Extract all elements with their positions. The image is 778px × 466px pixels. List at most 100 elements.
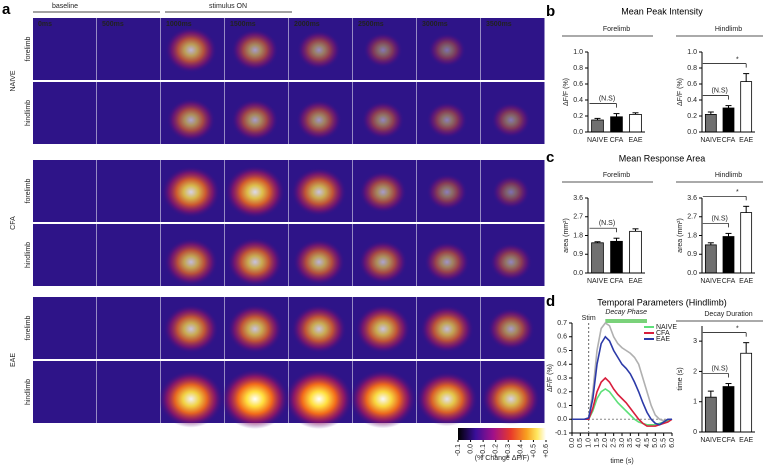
x-tick-label: CFA [610, 137, 624, 144]
series-line [572, 335, 672, 426]
y-tick-label: 0.2 [573, 113, 583, 120]
x-tick-label: 1.5 [594, 438, 601, 448]
annotation: (N.S) [711, 365, 727, 372]
subplot-title: Hindlimb [715, 172, 742, 179]
x-tick-label: 4.5 [644, 438, 651, 448]
activation [296, 99, 342, 141]
y-tick-label: 0.9 [687, 251, 697, 258]
x-tick-label: 5.0 [652, 438, 659, 448]
annotation: Stim [582, 315, 596, 322]
time-label: 1500ms [230, 21, 256, 28]
annotation: (N.S) [711, 215, 727, 222]
bar [610, 240, 623, 274]
image-tile [97, 224, 161, 286]
subplot-title: Decay Duration [704, 311, 752, 318]
colorbar-tick-label: +0.1 [480, 444, 487, 458]
activation [227, 304, 283, 354]
panel-label: a [2, 1, 11, 18]
y-tick-label: 0.4 [573, 97, 583, 104]
image-tile [97, 361, 161, 423]
bar [629, 114, 642, 133]
image-tile [97, 297, 161, 359]
x-tick-label: NAIVE [587, 278, 608, 285]
bar [610, 116, 623, 133]
annotation: (N.S) [599, 95, 615, 102]
activation [361, 101, 405, 139]
x-tick-label: EAE [739, 137, 753, 144]
activation [291, 167, 347, 217]
bar [722, 107, 735, 133]
x-tick-label: 4.0 [636, 438, 643, 448]
time-label: 500ms [102, 21, 124, 28]
activation [165, 27, 217, 73]
y-tick-label: 0.0 [557, 416, 567, 423]
y-axis-label: area (mm²) [563, 218, 570, 253]
activation [293, 239, 345, 285]
y-tick-label: 3.6 [573, 195, 583, 202]
y-tick-label: 0.4 [687, 97, 697, 104]
y-tick-label: 0.4 [557, 361, 567, 368]
bar [591, 119, 604, 133]
phase-label: stimulus ON [209, 3, 247, 10]
image-tile [481, 18, 545, 80]
colorbar-tick-label: +0.2 [493, 444, 500, 458]
activation [231, 99, 279, 141]
row-label: hindlimb [25, 242, 32, 268]
y-tick-label: 0.7 [557, 320, 567, 327]
bar [722, 236, 735, 274]
image-tile [33, 224, 97, 286]
group-label: EAE [10, 353, 17, 367]
row-label: hindlimb [25, 379, 32, 405]
legend-label: CFA [656, 330, 670, 337]
bar [704, 114, 717, 133]
colorbar-label: (% Change ΔF/F) [475, 455, 529, 462]
activation [359, 171, 407, 213]
x-tick-label: 2.0 [602, 438, 609, 448]
panel-label: c [546, 149, 554, 166]
x-tick-label: 0.5 [577, 438, 584, 448]
image-tile [33, 361, 97, 423]
activation [158, 370, 224, 428]
time-label: 2500ms [358, 21, 384, 28]
colorbar-tick-label: -0.1 [455, 444, 462, 456]
image-tile [33, 82, 97, 144]
activation [420, 305, 474, 353]
y-tick-label: 0.9 [573, 251, 583, 258]
legend-label: NAIVE [656, 324, 677, 331]
image-tile [33, 297, 97, 359]
phase-label: baseline [52, 3, 78, 10]
activation [164, 238, 218, 286]
x-tick-label: 0.0 [569, 438, 576, 448]
y-tick-label: 0 [693, 429, 697, 436]
activation [231, 29, 279, 71]
row-label: forelimb [25, 178, 32, 203]
x-tick-label: NAIVE [587, 137, 608, 144]
activation [489, 243, 533, 281]
y-axis-label: ΔF/F (%) [547, 364, 554, 392]
x-tick-label: CFA [722, 278, 736, 285]
series-line [572, 376, 673, 427]
activation [481, 373, 541, 425]
annotation: (N.S) [599, 220, 615, 227]
bar [722, 386, 735, 433]
panel-label: b [546, 3, 555, 20]
y-tick-label: 0.8 [573, 65, 583, 72]
time-label: 3000ms [422, 21, 448, 28]
colorbar-tick-label: 0.0 [467, 444, 474, 454]
decay-bar [605, 319, 647, 323]
activation [491, 102, 531, 138]
x-tick-label: 2.5 [611, 438, 618, 448]
colorbar-tick-label: +0.5 [530, 444, 537, 458]
x-tick-label: CFA [610, 278, 624, 285]
y-tick-label: 0.2 [557, 389, 567, 396]
activation [426, 101, 468, 139]
colorbar [458, 428, 546, 440]
y-tick-label: 2.7 [573, 214, 583, 221]
y-tick-label: 0.8 [687, 65, 697, 72]
x-tick-label: CFA [722, 137, 736, 144]
activation [161, 166, 221, 218]
bar [704, 244, 717, 274]
activation [358, 240, 408, 284]
